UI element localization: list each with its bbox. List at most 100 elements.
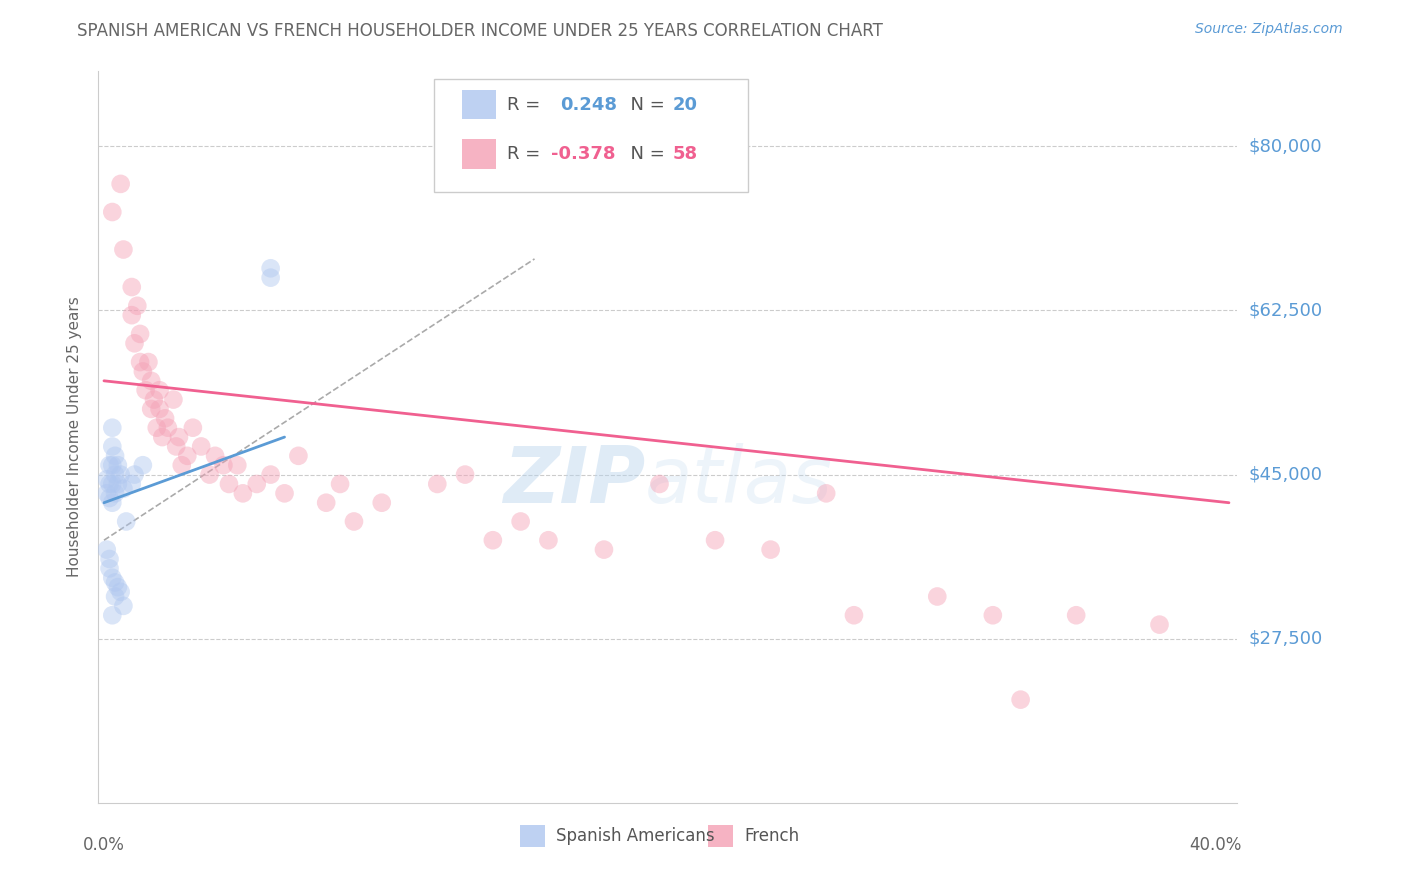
Point [181, 420, 204, 434]
Point [232, 486, 254, 500]
Point [981, 608, 1004, 623]
Point [112, 243, 135, 257]
Point [124, 467, 146, 482]
Point [98, 458, 121, 473]
Point [204, 449, 226, 463]
Point [1064, 608, 1087, 623]
Point [759, 542, 782, 557]
Text: R =: R = [508, 145, 547, 163]
Point [162, 392, 184, 407]
Point [101, 571, 124, 585]
Point [148, 383, 170, 397]
Point [212, 458, 235, 473]
Point [110, 177, 132, 191]
Point [165, 440, 187, 454]
Text: Spanish Americans: Spanish Americans [557, 827, 714, 845]
Point [121, 308, 143, 322]
Point [426, 477, 449, 491]
Text: ZIP: ZIP [503, 443, 645, 519]
Point [104, 486, 127, 500]
Point [98, 491, 121, 505]
Point [112, 599, 135, 613]
Text: -0.378: -0.378 [551, 145, 614, 163]
Point [537, 533, 560, 548]
Point [96, 542, 118, 557]
Point [704, 533, 727, 548]
Point [110, 584, 132, 599]
Point [101, 420, 124, 434]
Point [121, 477, 143, 491]
Text: 0.248: 0.248 [560, 95, 617, 113]
Point [101, 458, 124, 473]
FancyBboxPatch shape [434, 78, 748, 192]
Point [1010, 692, 1032, 706]
Text: R =: R = [508, 95, 553, 113]
Text: $62,500: $62,500 [1249, 301, 1323, 319]
Text: $80,000: $80,000 [1249, 137, 1322, 155]
FancyBboxPatch shape [707, 825, 733, 847]
Point [198, 467, 221, 482]
Point [107, 477, 129, 491]
Point [141, 401, 163, 416]
Point [273, 486, 295, 500]
Point [509, 515, 531, 529]
Point [593, 542, 616, 557]
Point [98, 552, 121, 566]
Point [110, 467, 132, 482]
Point [101, 608, 124, 623]
Point [98, 561, 121, 575]
Point [129, 326, 152, 341]
Point [107, 458, 129, 473]
Text: 40.0%: 40.0% [1189, 836, 1241, 854]
Point [104, 449, 127, 463]
Point [226, 458, 249, 473]
Point [138, 355, 160, 369]
Point [218, 477, 240, 491]
Point [190, 440, 212, 454]
Point [287, 449, 309, 463]
Point [1149, 617, 1171, 632]
Point [927, 590, 949, 604]
Point [129, 355, 152, 369]
Point [482, 533, 505, 548]
Point [454, 467, 477, 482]
Point [176, 449, 198, 463]
Point [132, 458, 155, 473]
Point [648, 477, 671, 491]
Point [170, 458, 193, 473]
Point [150, 430, 173, 444]
Point [115, 515, 138, 529]
Point [259, 270, 281, 285]
Point [246, 477, 269, 491]
Point [153, 411, 176, 425]
Point [156, 420, 179, 434]
Text: SPANISH AMERICAN VS FRENCH HOUSEHOLDER INCOME UNDER 25 YEARS CORRELATION CHART: SPANISH AMERICAN VS FRENCH HOUSEHOLDER I… [77, 22, 883, 40]
Point [98, 477, 121, 491]
Point [96, 486, 118, 500]
Point [107, 580, 129, 594]
Point [842, 608, 865, 623]
Point [121, 280, 143, 294]
Point [343, 515, 366, 529]
Point [112, 482, 135, 496]
Point [815, 486, 838, 500]
Point [371, 496, 394, 510]
Point [127, 299, 149, 313]
Point [104, 575, 127, 590]
Point [104, 467, 127, 482]
Point [104, 590, 127, 604]
FancyBboxPatch shape [461, 90, 496, 120]
Point [124, 336, 146, 351]
Point [259, 467, 281, 482]
Text: atlas: atlas [645, 443, 832, 519]
Text: N =: N = [619, 95, 671, 113]
Text: 0.0%: 0.0% [83, 836, 125, 854]
Point [141, 374, 163, 388]
Point [143, 392, 166, 407]
Y-axis label: Householder Income Under 25 years: Householder Income Under 25 years [67, 297, 83, 577]
Point [96, 472, 118, 486]
Point [315, 496, 337, 510]
Point [259, 261, 281, 276]
Text: $45,000: $45,000 [1249, 466, 1323, 483]
Point [132, 364, 155, 378]
